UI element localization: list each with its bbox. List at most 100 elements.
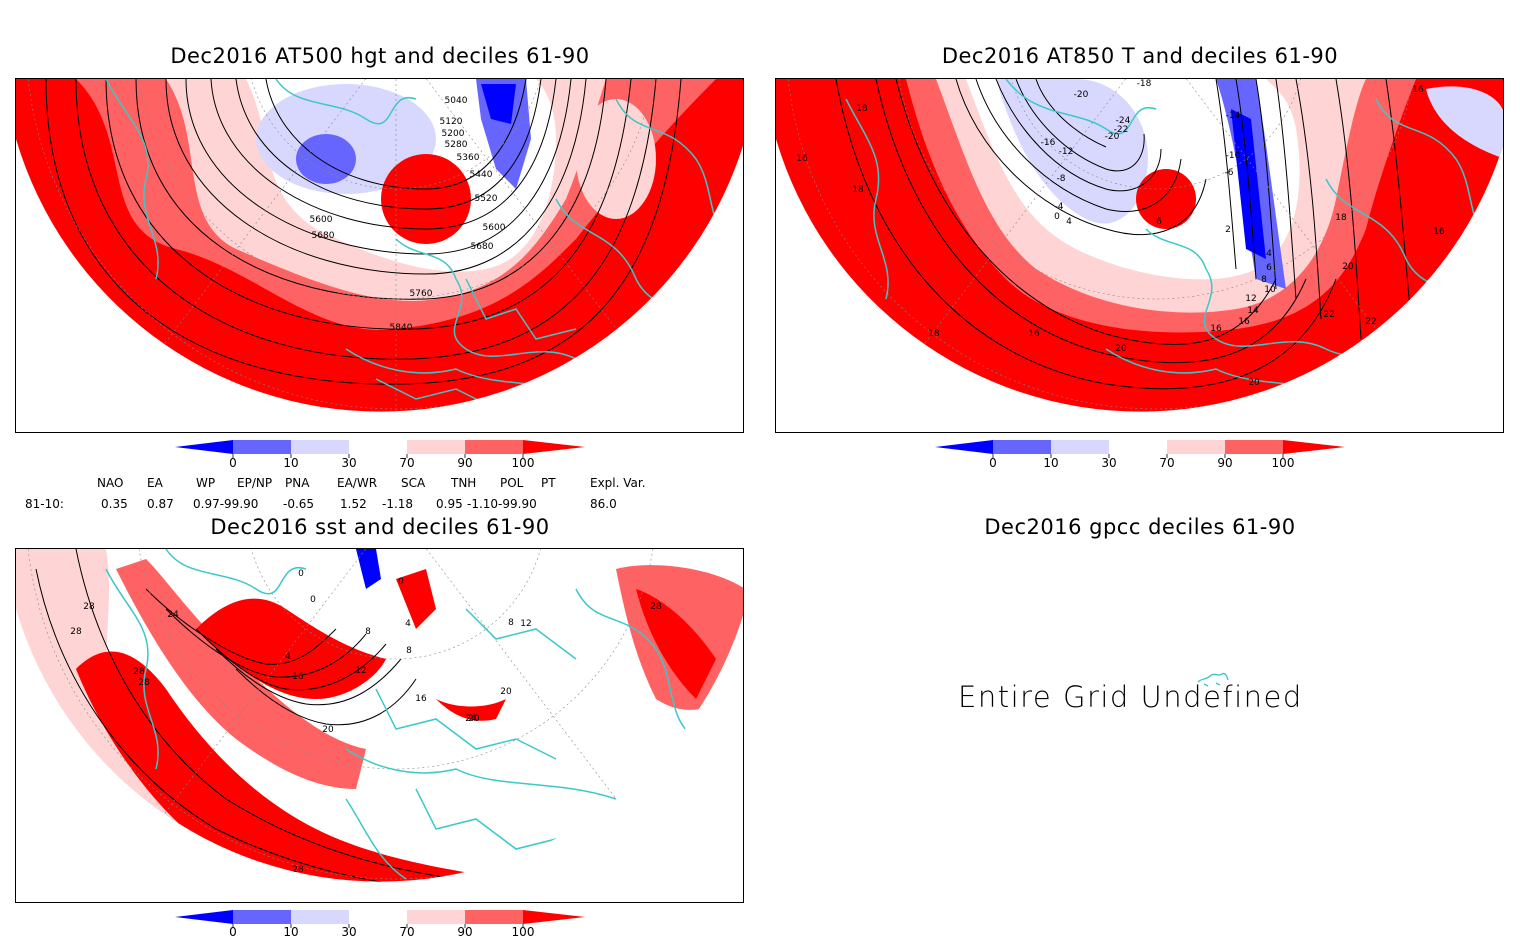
teleconnection-indices: NAO EA WP EP/NP PNA EA/WR SCA TNH POL PT… bbox=[0, 476, 760, 516]
cb-seg bbox=[233, 910, 291, 924]
p2-label: 16 bbox=[1433, 227, 1445, 237]
p3-label: 28 bbox=[138, 678, 150, 688]
p3-label: 20 bbox=[468, 714, 480, 724]
p3-label: 8 bbox=[406, 646, 412, 656]
p2-label: 16 bbox=[1210, 324, 1222, 334]
p3-label: 0 bbox=[310, 595, 316, 605]
p3-label: 8 bbox=[365, 627, 371, 637]
cb2-tick: 70 bbox=[1159, 456, 1175, 470]
p3-label: 28 bbox=[258, 864, 270, 874]
cb3-tick: 70 bbox=[399, 925, 415, 939]
p2-label: 10 bbox=[1264, 285, 1276, 295]
p2-label: 22 bbox=[1365, 317, 1376, 327]
panel4-title: Dec2016 gpcc deciles 61-90 bbox=[984, 515, 1296, 539]
p2-label: 8 bbox=[1261, 275, 1267, 285]
p2-label: 4 bbox=[1266, 249, 1272, 259]
p3-label: 8 bbox=[508, 618, 514, 628]
p2-label: 20 bbox=[1248, 378, 1260, 388]
cb3-tick: 0 bbox=[229, 925, 237, 939]
panel3-map: 28 28 24 28 28 4 8 12 16 20 24 28 28 0 0… bbox=[15, 548, 744, 903]
index-header: TNH bbox=[451, 476, 477, 490]
p1-label: 5120 bbox=[440, 117, 463, 127]
cb-seg bbox=[1283, 440, 1345, 454]
p2-label: 0 bbox=[1054, 212, 1060, 222]
cb2-tick: 90 bbox=[1217, 456, 1233, 470]
index-header: EA bbox=[147, 476, 163, 490]
p2-label: -10 bbox=[1226, 151, 1241, 161]
p2-label: -16 bbox=[1041, 138, 1056, 148]
p1-label: 5520 bbox=[475, 194, 498, 204]
p3-label: 20 bbox=[322, 725, 334, 735]
p2-label: 20 bbox=[1115, 344, 1127, 354]
p2-label: -8 bbox=[1057, 174, 1066, 184]
p2-label: -18 bbox=[1137, 79, 1152, 89]
p3-label: 0 bbox=[398, 577, 404, 587]
undefined-grid-message: Entire Grid Undefined bbox=[958, 680, 1303, 714]
p2-label: -20 bbox=[1074, 90, 1089, 100]
cb-seg bbox=[291, 440, 349, 454]
index-header: EP/NP bbox=[237, 476, 273, 490]
p3-label: 20 bbox=[500, 687, 512, 697]
cb-seg bbox=[407, 440, 465, 454]
index-value: 0.35 bbox=[101, 497, 128, 511]
cb2-tick: 100 bbox=[1271, 456, 1295, 470]
index-header: SCA bbox=[401, 476, 426, 490]
cb-seg bbox=[233, 440, 291, 454]
cb-seg bbox=[349, 440, 407, 454]
p2-label: 18 bbox=[852, 185, 864, 195]
cb3-tick: 10 bbox=[283, 925, 299, 939]
p3-label: 24 bbox=[167, 610, 179, 620]
index-value: 86.0 bbox=[590, 497, 617, 511]
cb-seg bbox=[523, 440, 585, 454]
p1-label: 5200 bbox=[442, 129, 465, 139]
cb-seg bbox=[175, 910, 233, 924]
index-value: 0.95 bbox=[436, 497, 463, 511]
p2-label: -24 bbox=[1116, 116, 1131, 126]
p1-label: 5360 bbox=[457, 153, 480, 163]
p2-label: 6 bbox=[1156, 217, 1162, 227]
cb-seg bbox=[407, 910, 465, 924]
cb1-tick: 100 bbox=[511, 456, 535, 470]
p2-label: 6 bbox=[1266, 263, 1272, 273]
cb-seg bbox=[993, 440, 1051, 454]
panel1-title: Dec2016 AT500 hgt and deciles 61-90 bbox=[170, 44, 590, 68]
index-value: -0.65 bbox=[283, 497, 315, 511]
index-value: -1.18 bbox=[382, 497, 414, 511]
p2-label: 14 bbox=[1247, 306, 1259, 316]
cb-seg bbox=[523, 910, 585, 924]
cb-seg bbox=[935, 440, 993, 454]
cb-seg bbox=[1225, 440, 1283, 454]
colorbar-1 bbox=[175, 440, 585, 458]
p3-label: 28 bbox=[133, 667, 145, 677]
p1-label: 5280 bbox=[445, 140, 468, 150]
index-value: 0.97-99.90 bbox=[193, 497, 259, 511]
panel3-title: Dec2016 sst and deciles 61-90 bbox=[210, 515, 550, 539]
p2-label: 4 bbox=[1066, 217, 1072, 227]
p3-label: 4 bbox=[405, 619, 411, 629]
cb3-tick: 30 bbox=[341, 925, 357, 939]
p1-label: 5440 bbox=[470, 170, 493, 180]
p3-label: 24 bbox=[465, 714, 477, 724]
cb1-tick: 70 bbox=[399, 456, 415, 470]
p3-label: 28 bbox=[650, 602, 662, 612]
p3-label: 28 bbox=[83, 602, 95, 612]
cb1-tick: 90 bbox=[457, 456, 473, 470]
index-header: EA/WR bbox=[337, 476, 378, 490]
cb-seg bbox=[1109, 440, 1167, 454]
p2-label: -22 bbox=[1114, 125, 1129, 135]
p2-label: 16 bbox=[796, 154, 808, 164]
p2-label: 18 bbox=[1335, 213, 1347, 223]
p3-label: 12 bbox=[520, 619, 531, 629]
index-header: WP bbox=[196, 476, 216, 490]
cb-seg bbox=[349, 910, 407, 924]
p2-label: 12 bbox=[1245, 294, 1256, 304]
p1-label: 5040 bbox=[445, 96, 468, 106]
cb3-tick: 100 bbox=[511, 925, 535, 939]
p2-label: 16 bbox=[1412, 85, 1424, 95]
cb1-tick: 10 bbox=[283, 456, 299, 470]
p2-label: 16 bbox=[1238, 317, 1250, 327]
p1-label: 5680 bbox=[471, 242, 494, 252]
cb3-tick: 90 bbox=[457, 925, 473, 939]
index-value: 0.87 bbox=[147, 497, 174, 511]
index-row-label: 81-10: bbox=[25, 497, 64, 511]
